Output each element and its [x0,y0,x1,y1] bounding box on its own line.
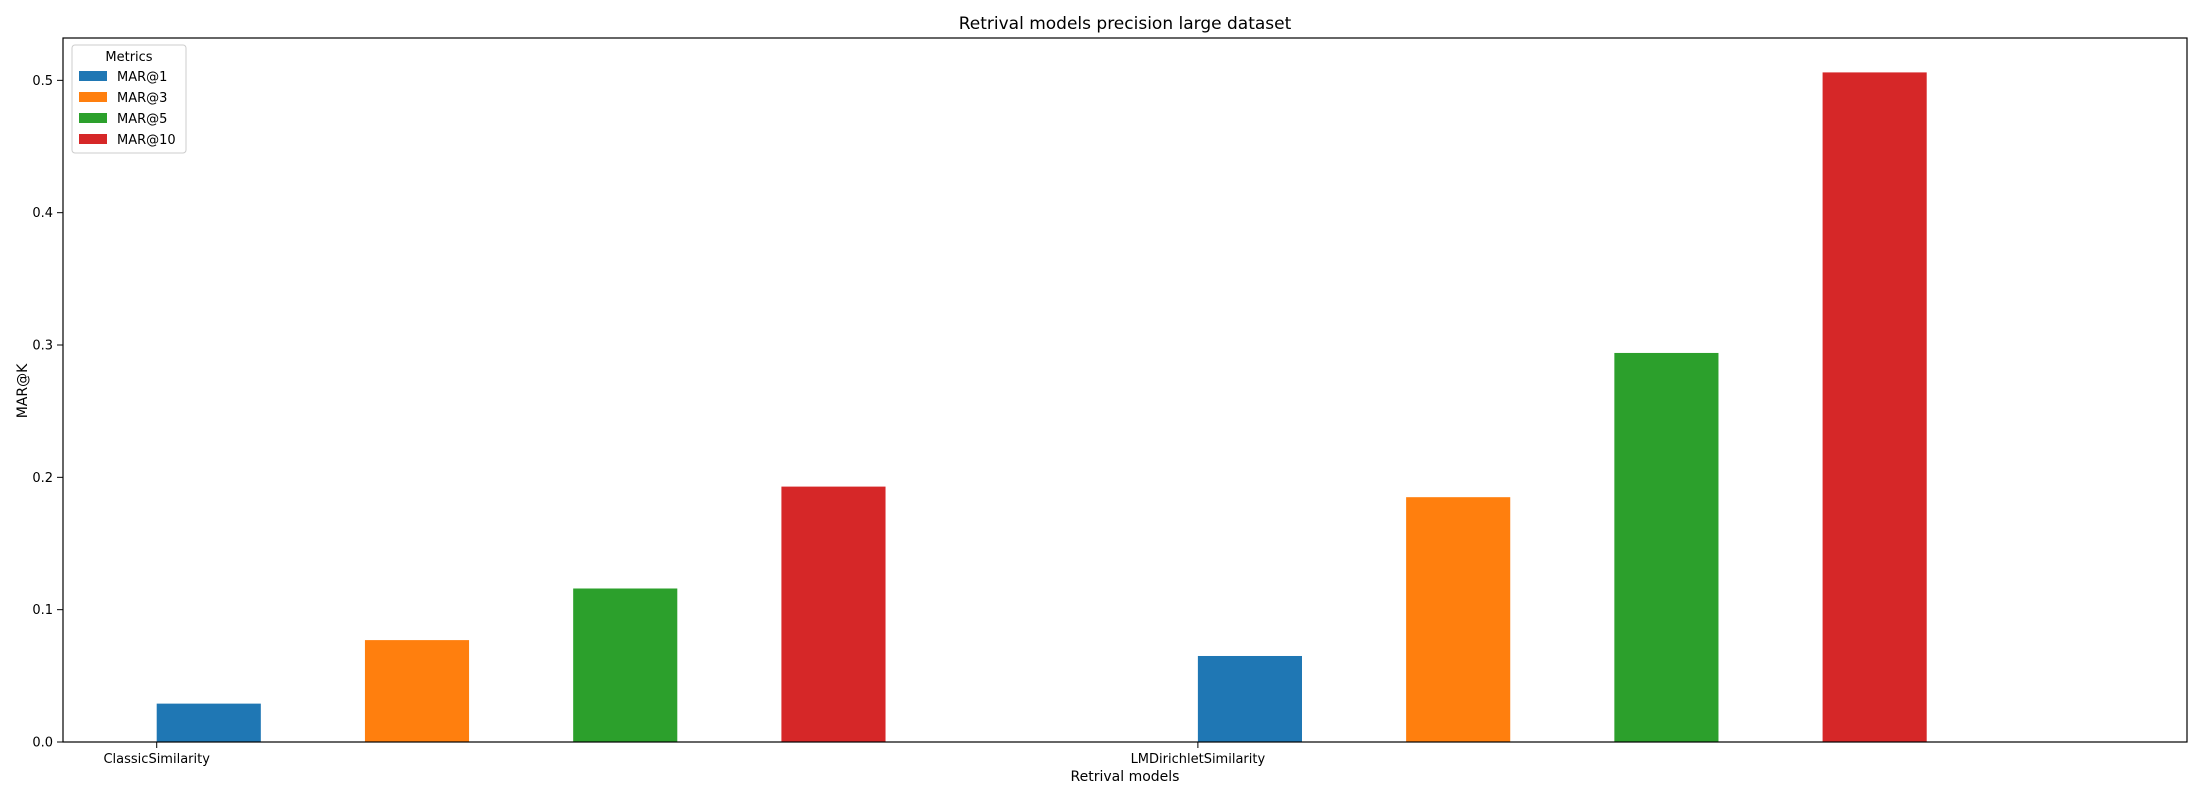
y-tick-label: 0.3 [32,339,53,354]
bar-mar-at-5-classicsimilarity [573,588,678,742]
legend-swatch [79,71,107,81]
bar-mar-at-1-classicsimilarity [156,703,261,742]
bar-mar-at-1-lmdirichletsimilarity [1197,655,1302,742]
y-tick-label: 0.1 [32,603,53,618]
legend-swatch [79,134,107,144]
legend-items: MAR@1 MAR@3 MAR@5 MAR@10 [79,70,176,148]
bar-mar-at-10-classicsimilarity [781,486,886,742]
y-tick-label: 0.0 [32,736,53,751]
plot-frame [62,37,2188,743]
legend-swatch [79,92,107,102]
legend-label: MAR@3 [117,91,167,106]
x-axis: ClassicSimilarity LMDirichletSimilarity [103,742,1265,767]
chart-title: Retrival models precision large dataset [959,14,1292,34]
y-axis-label: MAR@K [15,363,31,418]
bar-mar-at-3-classicsimilarity [364,640,470,742]
bar-mar-at-10-lmdirichletsimilarity [1822,72,1927,743]
legend-label: MAR@1 [117,70,167,85]
x-tick-label: LMDirichletSimilarity [1131,752,1266,767]
y-axis: 0.0 0.1 0.2 0.3 0.4 0.5 [32,74,63,751]
x-tick-label: ClassicSimilarity [103,752,210,767]
legend-title: Metrics [105,50,152,65]
x-axis-label: Retrival models [1071,769,1180,785]
y-tick-label: 0.4 [32,206,53,221]
legend-label: MAR@5 [117,112,167,127]
y-tick-label: 0.5 [32,74,53,89]
bar-mar-at-3-lmdirichletsimilarity [1406,497,1511,742]
legend: Metrics MAR@1 MAR@3 MAR@5 MAR@10 [71,44,187,154]
bar-mar-at-5-lmdirichletsimilarity [1614,352,1719,742]
legend-swatch [79,113,107,123]
legend-label: MAR@10 [117,133,176,148]
y-tick-label: 0.2 [32,471,53,486]
bars-group [156,72,1927,743]
